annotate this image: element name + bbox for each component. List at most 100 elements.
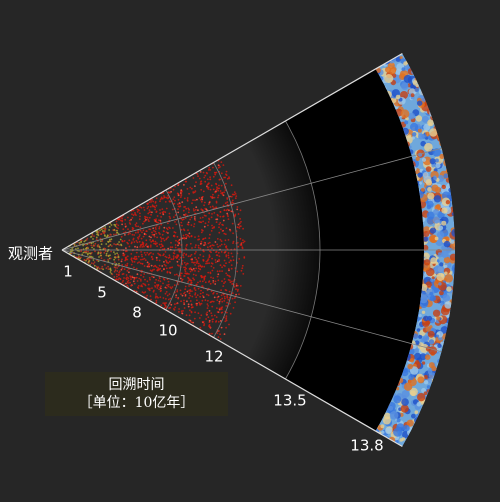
- galaxy-dot: [240, 269, 243, 272]
- cmb-spot: [437, 343, 442, 348]
- galaxy-dot: [231, 297, 234, 300]
- galaxy-dot: [172, 188, 175, 191]
- galaxy-dot: [183, 237, 186, 239]
- cmb-spot: [440, 250, 449, 258]
- galaxy-dot: [186, 188, 189, 190]
- galaxy-dot: [216, 213, 219, 216]
- galaxy-dot: [225, 289, 228, 292]
- galaxy-dot: [102, 227, 105, 230]
- galaxy-dot: [105, 254, 108, 257]
- galaxy-dot: [141, 291, 144, 293]
- cmb-spot: [422, 172, 429, 178]
- galaxy-dot: [181, 279, 184, 281]
- galaxy-dot: [171, 246, 174, 249]
- galaxy-dot: [203, 176, 206, 179]
- galaxy-dot: [157, 279, 160, 282]
- galaxy-dot: [212, 188, 215, 191]
- galaxy-dot: [136, 208, 139, 211]
- galaxy-dot: [199, 247, 202, 250]
- galaxy-dot: [220, 326, 223, 329]
- galaxy-dot: [126, 270, 129, 272]
- galaxy-dot: [113, 270, 116, 273]
- cmb-spot: [411, 70, 415, 74]
- galaxy-dot: [165, 267, 168, 270]
- cmb-spot: [420, 187, 425, 192]
- cmb-spot: [428, 362, 435, 369]
- galaxy-dot: [147, 287, 150, 290]
- galaxy-dot: [197, 235, 200, 238]
- galaxy-dot: [158, 226, 161, 228]
- galaxy-dot: [241, 267, 244, 270]
- galaxy-dot: [127, 267, 130, 270]
- galaxy-dot: [115, 223, 118, 226]
- galaxy-dot: [190, 235, 193, 238]
- galaxy-dot: [165, 302, 168, 304]
- galaxy-dot: [218, 270, 221, 272]
- galaxy-dot: [97, 245, 99, 248]
- galaxy-dot: [100, 257, 103, 260]
- cmb-spot: [430, 278, 434, 282]
- galaxy-dot: [145, 243, 148, 245]
- galaxy-dot: [183, 261, 186, 264]
- galaxy-dot: [158, 268, 161, 271]
- galaxy-dot: [206, 183, 209, 186]
- galaxy-dot: [134, 212, 136, 214]
- galaxy-dot: [140, 258, 142, 261]
- galaxy-dot: [172, 198, 175, 201]
- galaxy-dot: [135, 222, 138, 225]
- cmb-spot: [408, 112, 416, 120]
- galaxy-dot: [222, 219, 225, 222]
- galaxy-dot: [220, 251, 223, 253]
- galaxy-dot: [116, 231, 118, 234]
- galaxy-dot: [85, 239, 88, 241]
- galaxy-dot: [173, 231, 176, 233]
- cmb-spot: [439, 262, 444, 267]
- galaxy-dot: [193, 223, 196, 225]
- galaxy-dot: [224, 176, 227, 179]
- galaxy-dot: [224, 189, 227, 192]
- galaxy-dot: [180, 194, 183, 197]
- galaxy-dot: [231, 199, 234, 202]
- cmb-spot: [436, 272, 445, 281]
- galaxy-dot: [222, 164, 225, 167]
- cmb-spot: [429, 234, 438, 243]
- galaxy-dot: [185, 314, 188, 317]
- cmb-spot: [410, 122, 419, 132]
- galaxy-dot: [148, 209, 151, 212]
- galaxy-dot: [176, 260, 179, 263]
- galaxy-dot: [216, 275, 219, 278]
- galaxy-dot: [210, 184, 213, 187]
- cmb-spot: [429, 128, 438, 137]
- galaxy-dot: [188, 268, 191, 270]
- galaxy-dot: [223, 243, 226, 246]
- galaxy-dot: [189, 278, 191, 281]
- galaxy-dot: [146, 280, 149, 283]
- cmb-spot: [401, 398, 409, 406]
- cmb-spot: [407, 68, 415, 75]
- galaxy-dot: [220, 243, 223, 246]
- galaxy-dot: [221, 230, 224, 232]
- galaxy-dot: [177, 211, 180, 214]
- galaxy-dot: [145, 239, 148, 242]
- galaxy-dot: [162, 230, 165, 232]
- galaxy-dot: [112, 229, 114, 231]
- galaxy-dot: [169, 306, 172, 309]
- galaxy-dot: [100, 243, 103, 246]
- cmb-spot: [419, 294, 428, 304]
- cmb-spot: [427, 187, 432, 192]
- galaxy-dot: [181, 259, 184, 262]
- galaxy-dot: [97, 243, 100, 246]
- galaxy-dot: [149, 295, 152, 297]
- galaxy-dot: [140, 237, 143, 240]
- galaxy-dot: [209, 326, 211, 329]
- galaxy-dot: [133, 276, 136, 279]
- galaxy-dot: [218, 231, 221, 234]
- cmb-spot: [417, 100, 423, 106]
- galaxy-dot: [154, 230, 157, 233]
- galaxy-dot: [109, 254, 111, 257]
- galaxy-dot: [107, 258, 109, 261]
- galaxy-dot: [212, 318, 215, 320]
- cmb-spot: [436, 316, 441, 321]
- galaxy-dot: [174, 303, 176, 305]
- cmb-spot: [423, 380, 429, 385]
